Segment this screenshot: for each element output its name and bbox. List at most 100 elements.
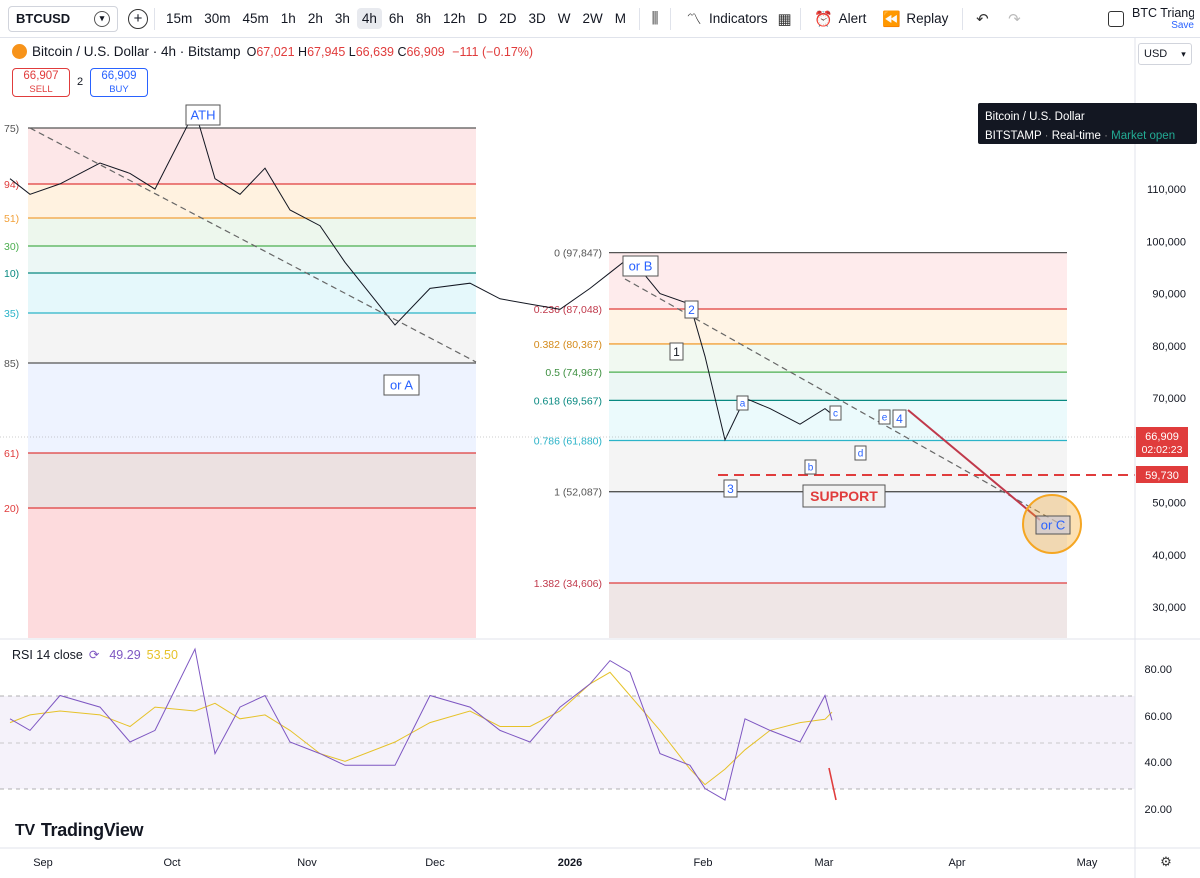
time-axis-label: Feb [694, 857, 713, 869]
timeframe-2D[interactable]: 2D [499, 11, 517, 26]
timeframe-3D[interactable]: 3D [528, 11, 546, 26]
timeframe-6h[interactable]: 6h [388, 11, 404, 26]
wave-1-box[interactable] [669, 342, 684, 361]
wave-a-label: a [740, 399, 746, 410]
fib-right-zone [609, 252, 1067, 310]
current-price-label: 66,909 [1145, 431, 1179, 443]
annotation-or-b-box[interactable] [622, 255, 659, 277]
wave-e-box[interactable] [878, 409, 891, 425]
annotation-ath-box[interactable] [185, 104, 221, 126]
divider [799, 7, 801, 30]
replay-icon: ⏪ [882, 10, 901, 28]
wave-c-box[interactable] [829, 405, 842, 421]
annotation-or-c-label: or C [1041, 518, 1066, 533]
spread-value: 2 [77, 76, 84, 88]
divider [962, 7, 964, 30]
fib-left-zone [28, 273, 476, 313]
alarm-clock-icon: ⏰ [814, 10, 833, 28]
timeframe-30m[interactable]: 30m [204, 11, 231, 26]
wave-d-label: d [858, 449, 864, 460]
fib-right-zone [609, 309, 1067, 344]
annotation-or-a-box[interactable] [383, 374, 420, 396]
rsi-label: RSI 14 close [12, 647, 83, 662]
fib-right-zone [609, 583, 1067, 638]
save-layout-button[interactable]: BTC Triangle Save [1108, 4, 1200, 34]
fib-right-label: 1.382 (34,606) [534, 578, 602, 590]
fib-left-zone [28, 128, 476, 184]
timeframe-12h[interactable]: 12h [442, 11, 466, 26]
wave-1-label: 1 [673, 345, 680, 359]
tooltip-name: Bitcoin / U.S. Dollar [985, 111, 1085, 123]
timeframe-8h[interactable]: 8h [415, 11, 431, 26]
timeframe-4h[interactable]: 4h [356, 8, 382, 29]
save-label: Save [1171, 20, 1194, 31]
wave-4-label: 4 [896, 412, 903, 426]
time-axis-label: Oct [163, 857, 180, 869]
divider [639, 7, 641, 30]
indicators-button[interactable]: 〽 Indicators [677, 10, 776, 28]
fib-right-zone [609, 372, 1067, 401]
redo-icon[interactable]: ↷ [1008, 10, 1021, 28]
rsi-legend[interactable]: RSI 14 close ⟳ 49.29 53.50 [12, 647, 178, 663]
tradingview-mark-icon: TV [15, 821, 35, 839]
timeframe-15m[interactable]: 15m [166, 11, 193, 26]
fib-right-label: 1 (52,087) [554, 487, 602, 499]
rsi-axis-label: 20.00 [1144, 804, 1172, 816]
time-axis-label: Apr [948, 857, 965, 869]
symbol-search[interactable]: BTCUSD ▾ [8, 5, 118, 32]
timeframe-M[interactable]: M [614, 11, 627, 26]
rsi-value: 49.29 [109, 647, 141, 662]
sell-button[interactable]: 66,907 SELL [12, 68, 70, 97]
timeframe-2h[interactable]: 2h [307, 11, 323, 26]
timeframe-2W[interactable]: 2W [582, 11, 603, 26]
timeframe-45m[interactable]: 45m [242, 11, 269, 26]
wave-4-box[interactable] [892, 409, 907, 428]
tradingview-logo[interactable]: TV TradingView [15, 820, 144, 841]
wave-b-box[interactable] [804, 459, 817, 475]
price-axis-label: 70,000 [1152, 393, 1186, 405]
rsi-axis-label: 60.00 [1144, 711, 1172, 723]
series-legend[interactable]: Bitcoin / U.S. Dollar · 4h · Bitstamp O6… [12, 44, 533, 59]
timeframe-group: 15m 30m 45m 1h 2h 3h 4h 6h 8h 12h D 2D 3D W 2W M [161, 8, 633, 29]
legend-title: Bitcoin / U.S. Dollar · 4h · Bitstamp [32, 44, 241, 59]
time-axis-label: May [1077, 857, 1098, 869]
alert-button[interactable]: ⏰ Alert [807, 10, 875, 28]
settings-gear-icon[interactable]: ⚙ [1160, 854, 1172, 869]
refresh-icon[interactable]: ⟳ [88, 648, 100, 662]
trendline-ath[interactable] [29, 127, 477, 363]
currency-selector[interactable]: USD ▾ [1138, 43, 1192, 65]
fib-right-label: 0 (97,847) [554, 248, 602, 260]
divider [670, 7, 672, 30]
buy-button[interactable]: 66,909 BUY [90, 68, 148, 97]
support-label-box[interactable] [802, 484, 886, 508]
timeframe-W[interactable]: W [557, 11, 571, 26]
support-price-tag [1136, 466, 1188, 483]
candle-type-icon[interactable]: ⫼ [651, 10, 659, 27]
compare-symbol-button[interactable]: + [128, 8, 148, 29]
time-axis-label: Sep [33, 857, 53, 869]
projection-line[interactable] [907, 409, 1041, 521]
trendline-b[interactable] [624, 278, 1063, 526]
annotation-or-b-label: or B [629, 259, 653, 274]
fib-left-zone [28, 508, 476, 638]
price-axis-label: 100,000 [1146, 236, 1186, 248]
fib-right-label: 0.5 (74,967) [545, 367, 602, 379]
templates-grid-icon[interactable]: ▦ [777, 10, 792, 28]
price-axis-label: 40,000 [1152, 550, 1186, 562]
fib-left-zone [28, 453, 476, 508]
timeframe-3h[interactable]: 3h [334, 11, 350, 26]
chart-canvas[interactable]: 75) 94) 51) 30) 10) 35) 85) 61) 20) 0 (97,847) 0.… [0, 38, 1200, 878]
fib-left-zone [28, 246, 476, 273]
wave-2-box[interactable] [684, 300, 699, 319]
wave-d-box[interactable] [854, 445, 867, 461]
replay-button[interactable]: ⏪ Replay [874, 10, 956, 28]
symbol-dropdown-icon[interactable]: ▾ [94, 10, 110, 27]
timeframe-D[interactable]: D [477, 11, 488, 26]
wave-a-box[interactable] [736, 395, 749, 411]
undo-icon[interactable]: ↶ [976, 10, 989, 28]
rsi-axis-label: 40.00 [1144, 757, 1172, 769]
timeframe-1h[interactable]: 1h [280, 11, 296, 26]
wave-3-box[interactable] [723, 479, 738, 498]
annotation-ath-label: ATH [190, 108, 215, 123]
annotation-or-c-box[interactable] [1035, 515, 1071, 535]
